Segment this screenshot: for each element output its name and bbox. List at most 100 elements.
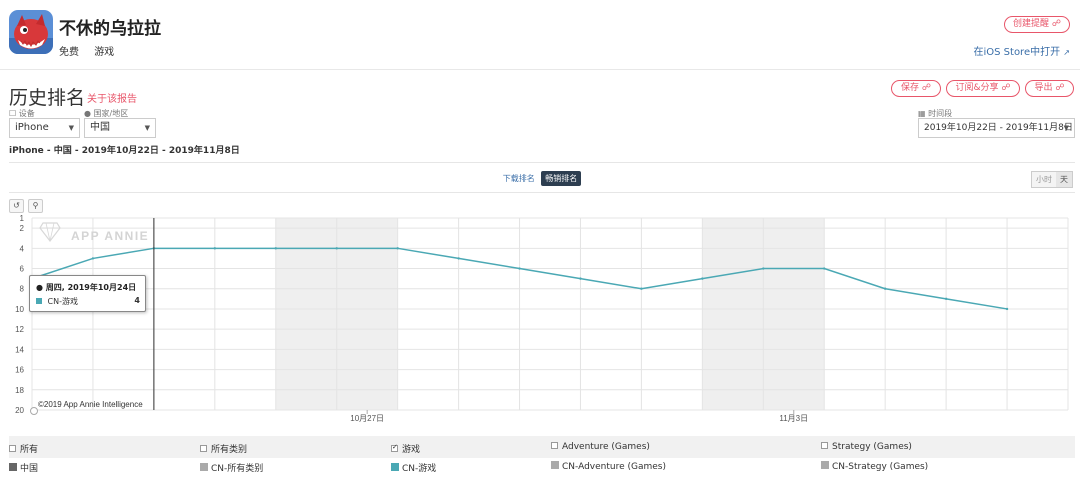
- legend-series-item[interactable]: CN-游戏: [391, 461, 436, 474]
- grossing-rank-tab[interactable]: 畅销排名: [541, 171, 582, 186]
- export-label: 导出: [1034, 83, 1053, 93]
- subscribe-share-label: 订阅&分享: [955, 83, 999, 93]
- legend-label: CN-游戏: [402, 464, 437, 474]
- weekend-bands: [275, 218, 825, 410]
- series-swatch[interactable]: [200, 463, 208, 471]
- hour-unit-button[interactable]: 小时: [1032, 172, 1056, 187]
- y-axis: 12 4 6 8 10 12 14 16 18 20: [15, 214, 24, 415]
- tooltip-date-text: 周四, 2019年10月24日: [45, 283, 137, 292]
- download-rank-tab[interactable]: 下载排名: [502, 174, 535, 183]
- navigator-handle[interactable]: [30, 407, 38, 415]
- app-header: 不休的乌拉拉 免费 游戏 创建提醒 ☍ 在iOS Store中打开 ↗: [0, 0, 1080, 70]
- series-swatch[interactable]: [821, 461, 829, 469]
- device-label: ☐ 设备: [9, 108, 35, 119]
- subscribe-share-button[interactable]: 订阅&分享 ☍: [946, 80, 1020, 97]
- time-range-select[interactable]: 2019年10月22日 - 2019年11月8日 ▼: [918, 118, 1075, 138]
- legend-label: 中国: [20, 464, 39, 474]
- watermark: APP ANNIE: [39, 222, 149, 243]
- series-swatch[interactable]: [9, 463, 17, 471]
- y-tick-label: 20: [15, 406, 24, 415]
- app-price: 免费: [59, 47, 79, 58]
- y-tick-label: 8: [20, 285, 25, 294]
- tooltip-date: ● 周四, 2019年10月24日: [36, 282, 136, 293]
- data-point: [1005, 307, 1009, 311]
- checkbox[interactable]: [391, 443, 398, 452]
- chevron-down-icon: ▼: [144, 124, 150, 132]
- create-alert-button[interactable]: 创建提醒 ☍: [1004, 16, 1070, 33]
- checkbox[interactable]: [551, 442, 558, 449]
- data-point: [762, 267, 765, 270]
- reset-zoom-button[interactable]: ↺: [9, 199, 24, 213]
- legend-label: 所有: [20, 445, 39, 455]
- y-tick-label: 16: [15, 366, 24, 375]
- series-swatch[interactable]: [551, 461, 559, 469]
- globe-icon: ●: [84, 109, 91, 118]
- y-tick-label: 12: [15, 325, 24, 334]
- app-icon[interactable]: [9, 10, 53, 54]
- rank-type-toggle: 下载排名 畅销排名: [0, 171, 1080, 186]
- data-point: [457, 257, 460, 260]
- ios-store-link[interactable]: 在iOS Store中打开 ↗: [974, 43, 1071, 58]
- country-label: ● 国家/地区: [84, 108, 128, 119]
- legend-category-item[interactable]: 所有: [9, 442, 38, 455]
- legend-label: Adventure (Games): [562, 442, 650, 452]
- data-point: [91, 257, 95, 260]
- y-tick-label: 1: [20, 214, 25, 223]
- x-axis: 10月27日 11月3日: [350, 410, 808, 423]
- legend-series-item[interactable]: CN-Strategy (Games): [821, 461, 928, 472]
- app-category[interactable]: 游戏: [94, 47, 115, 58]
- app-meta: 免费 游戏: [59, 43, 126, 58]
- save-label: 保存: [900, 83, 919, 93]
- tooltip-value: 4: [134, 296, 140, 305]
- reset-icon: ↺: [13, 201, 20, 210]
- checkbox[interactable]: [821, 442, 828, 449]
- watermark-text: APP ANNIE: [71, 229, 149, 243]
- device-select-value: iPhone: [15, 122, 49, 133]
- legend-label: CN-所有类别: [211, 464, 264, 474]
- divider: [9, 192, 1075, 193]
- day-unit-button[interactable]: 天: [1056, 172, 1072, 187]
- divider: [9, 162, 1075, 163]
- chart-tooltip: ● 周四, 2019年10月24日 CN-游戏 4: [29, 275, 146, 312]
- data-point: [883, 287, 887, 290]
- data-point: [944, 297, 948, 301]
- tooltip-series-name: CN-游戏: [47, 297, 79, 306]
- data-point: [701, 277, 704, 280]
- legend-series-item[interactable]: CN-Adventure (Games): [551, 461, 666, 472]
- y-tick-label: 2: [20, 224, 25, 233]
- checkbox[interactable]: [200, 445, 207, 452]
- export-button[interactable]: 导出 ☍: [1025, 80, 1074, 97]
- create-alert-label: 创建提醒: [1012, 19, 1049, 29]
- legend-category-item[interactable]: Strategy (Games): [821, 442, 912, 452]
- country-select[interactable]: 中国 ▼: [84, 118, 156, 138]
- series-cn-games: [30, 247, 1009, 311]
- series-swatch: [36, 298, 42, 304]
- copyright-text: ©2019 App Annie Intelligence: [38, 400, 143, 409]
- series-swatch[interactable]: [391, 463, 399, 471]
- y-tick-label: 18: [15, 386, 24, 395]
- device-icon: ☐: [9, 109, 17, 118]
- legend-category-item[interactable]: Adventure (Games): [551, 442, 650, 452]
- about-report-link[interactable]: 关于该报告: [87, 94, 137, 105]
- legend-label: 游戏: [402, 445, 421, 455]
- x-tick-label: 10月27日: [350, 414, 384, 423]
- zoom-icon: ⚲: [32, 201, 39, 210]
- save-button[interactable]: 保存 ☍: [891, 80, 941, 97]
- lock-icon: ☍: [1001, 83, 1011, 93]
- legend-category-item[interactable]: 游戏: [391, 442, 420, 455]
- chevron-down-icon: ▼: [68, 124, 74, 132]
- checkbox[interactable]: [9, 445, 16, 452]
- legend-series-item[interactable]: CN-所有类别: [200, 461, 263, 474]
- data-point: [518, 267, 521, 270]
- legend-category-item[interactable]: 所有类别: [200, 442, 247, 455]
- country-select-value: 中国: [90, 122, 110, 133]
- y-tick-label: 10: [15, 305, 24, 314]
- legend-label: 所有类别: [211, 445, 248, 455]
- device-select[interactable]: iPhone ▼: [9, 118, 80, 138]
- country-label-text: 国家/地区: [93, 109, 129, 118]
- zoom-button[interactable]: ⚲: [28, 199, 43, 213]
- legend-series-item[interactable]: 中国: [9, 461, 38, 474]
- filter-summary: iPhone - 中国 - 2019年10月22日 - 2019年11月8日: [9, 146, 240, 156]
- tooltip-row: CN-游戏 4: [36, 296, 140, 307]
